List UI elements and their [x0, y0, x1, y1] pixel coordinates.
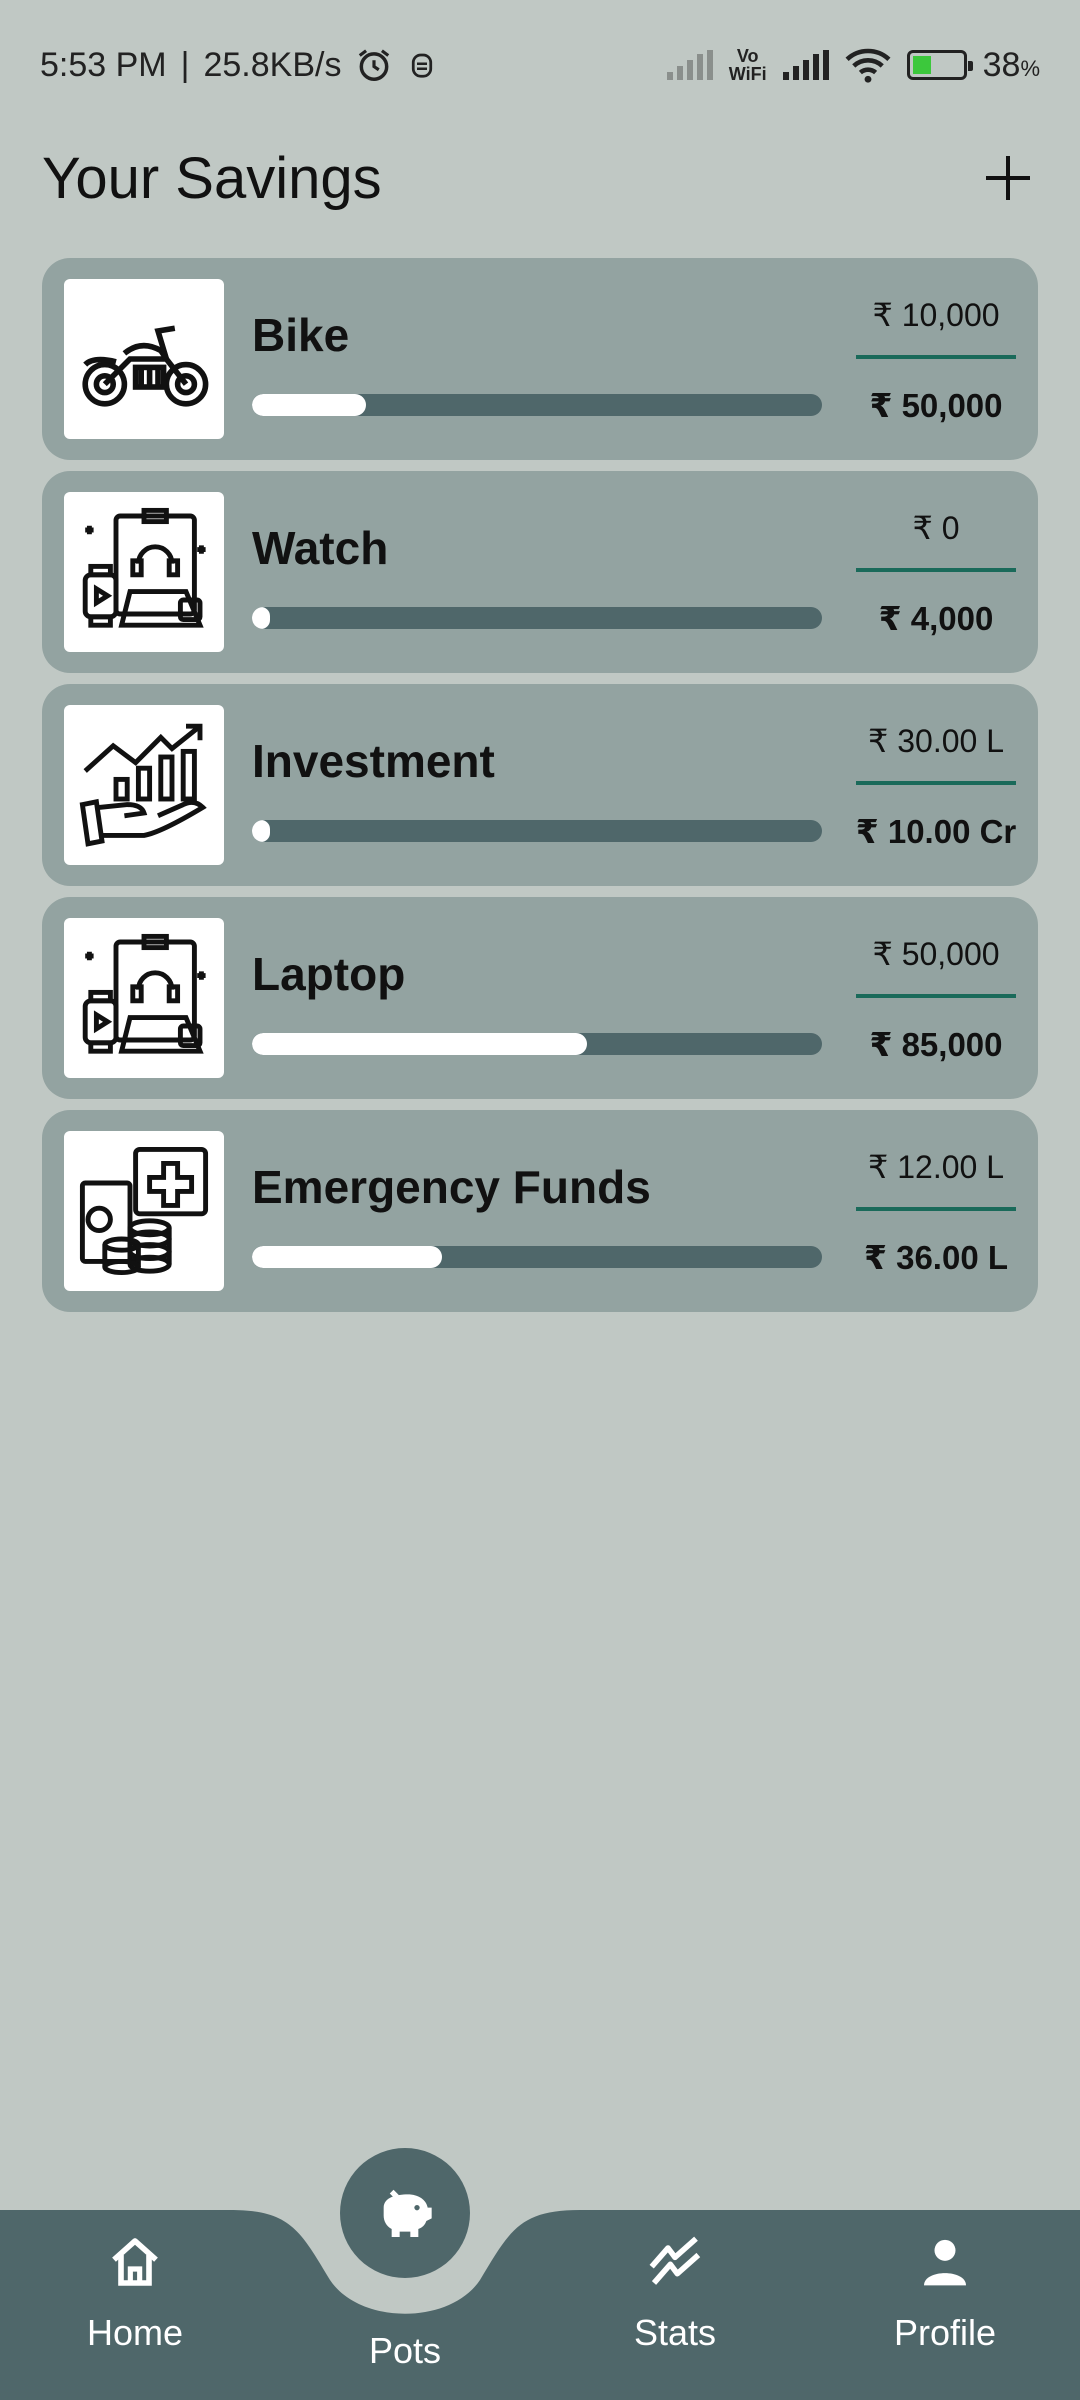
savings-name: Bike	[252, 309, 350, 361]
savings-card-emergency-funds[interactable]: Emergency Funds ₹ 12.00 L ₹ 36.00 L	[42, 1110, 1038, 1312]
savings-card-watch[interactable]: Watch ₹ 0 ₹ 4,000	[42, 471, 1038, 673]
card-thumbnail	[64, 279, 224, 439]
pots-fab[interactable]	[340, 2148, 470, 2278]
vowifi-bottom: WiFi	[728, 64, 767, 84]
amount-divider	[856, 994, 1016, 998]
card-thumbnail	[64, 705, 224, 865]
bottom-nav: Home Pots Stats Profile	[0, 2210, 1080, 2400]
amounts: ₹ 30.00 L ₹ 10.00 Cr	[856, 684, 1017, 886]
piggy-bank-icon	[383, 2189, 432, 2237]
bottom-nav-background	[0, 2210, 1080, 2400]
saved-amount: ₹ 10,000	[872, 297, 1000, 333]
progress-fill	[252, 1246, 442, 1268]
savings-card-bike[interactable]: Bike ₹ 10,000 ₹ 50,000	[42, 258, 1038, 460]
card-body: Laptop	[252, 897, 822, 1099]
status-speed: 25.8KB/s	[203, 45, 342, 84]
progress-bar	[252, 1246, 822, 1268]
status-left: 5:53 PM | 25.8KB/s	[40, 46, 437, 85]
plus-icon[interactable]	[978, 148, 1038, 208]
status-time: 5:53 PM	[40, 45, 167, 84]
saved-amount: ₹ 50,000	[872, 936, 1000, 972]
notification-icon	[412, 53, 433, 78]
savings-name: Investment	[252, 735, 495, 787]
nav-label-stats: Stats	[633, 2312, 717, 2353]
gadgets-icon	[82, 507, 206, 628]
amounts: ₹ 12.00 L ₹ 36.00 L	[856, 1110, 1016, 1312]
battery-icon	[906, 50, 973, 80]
emergency-funds-icon	[79, 1146, 209, 1276]
target-amount: ₹ 50,000	[869, 387, 1003, 424]
page-title: Your Savings	[42, 145, 382, 211]
progress-bar	[252, 394, 822, 416]
target-amount: ₹ 85,000	[869, 1026, 1003, 1063]
vowifi-top: Vo	[736, 46, 759, 66]
amounts: ₹ 0 ₹ 4,000	[856, 471, 1016, 673]
amount-divider	[856, 568, 1016, 572]
card-body: Bike	[252, 258, 822, 460]
target-amount: ₹ 4,000	[878, 600, 994, 637]
saved-amount: ₹ 12.00 L	[867, 1149, 1004, 1185]
amount-divider	[856, 1207, 1016, 1211]
nav-item-home[interactable]: Home	[35, 2234, 235, 2384]
amounts: ₹ 10,000 ₹ 50,000	[856, 258, 1016, 460]
card-thumbnail	[64, 1131, 224, 1291]
battery-level: 38%	[982, 45, 1040, 84]
progress-bar	[252, 1033, 822, 1055]
card-body: Watch	[252, 471, 822, 673]
progress-fill	[252, 394, 366, 416]
progress-fill	[252, 820, 270, 842]
card-body: Investment	[252, 684, 822, 886]
progress-fill	[252, 1033, 588, 1055]
page-header: Your Savings	[42, 138, 1038, 218]
vowifi-indicator: Vo WiFi	[729, 47, 767, 83]
card-body: Emergency Funds	[252, 1110, 822, 1312]
savings-card-laptop[interactable]: Laptop ₹ 50,000 ₹ 85,000	[42, 897, 1038, 1099]
nav-label-profile: Profile	[893, 2312, 997, 2353]
savings-name: Laptop	[252, 948, 406, 1000]
card-thumbnail	[64, 492, 224, 652]
alarm-icon	[359, 49, 390, 81]
wifi-icon	[845, 48, 891, 83]
profile-icon	[924, 2239, 966, 2286]
savings-name: Watch	[252, 522, 389, 574]
motorcycle-icon	[82, 325, 209, 407]
amounts: ₹ 50,000 ₹ 85,000	[856, 897, 1016, 1099]
status-bar: 5:53 PM | 25.8KB/s Vo WiFi 3	[0, 0, 1080, 130]
amount-divider	[856, 781, 1016, 785]
nav-label-pots: Pots	[368, 2330, 442, 2371]
signal-icon	[666, 50, 713, 80]
signal-icon	[782, 50, 829, 80]
target-amount: ₹ 10.00 Cr	[855, 813, 1017, 850]
investment-growth-icon	[79, 723, 207, 847]
nav-label-home: Home	[86, 2312, 184, 2353]
gadgets-icon	[82, 933, 206, 1054]
nav-item-pots[interactable]: Pots	[305, 2282, 505, 2400]
progress-fill	[252, 607, 270, 629]
status-right: Vo WiFi 38%	[666, 45, 1040, 85]
status-separator: |	[180, 45, 190, 84]
nav-item-stats[interactable]: Stats	[575, 2234, 775, 2384]
stats-icon	[649, 2236, 701, 2285]
nav-item-profile[interactable]: Profile	[845, 2234, 1045, 2384]
progress-bar	[252, 607, 822, 629]
saved-amount: ₹ 30.00 L	[867, 723, 1004, 759]
savings-card-investment[interactable]: Investment ₹ 30.00 L ₹ 10.00 Cr	[42, 684, 1038, 886]
savings-list: Bike ₹ 10,000 ₹ 50,000	[42, 258, 1038, 1323]
saved-amount: ₹ 0	[912, 510, 960, 546]
card-thumbnail	[64, 918, 224, 1078]
amount-divider	[856, 355, 1016, 359]
target-amount: ₹ 36.00 L	[863, 1239, 1009, 1276]
progress-bar	[252, 820, 822, 842]
home-icon	[112, 2238, 158, 2286]
savings-name: Emergency Funds	[252, 1161, 651, 1213]
